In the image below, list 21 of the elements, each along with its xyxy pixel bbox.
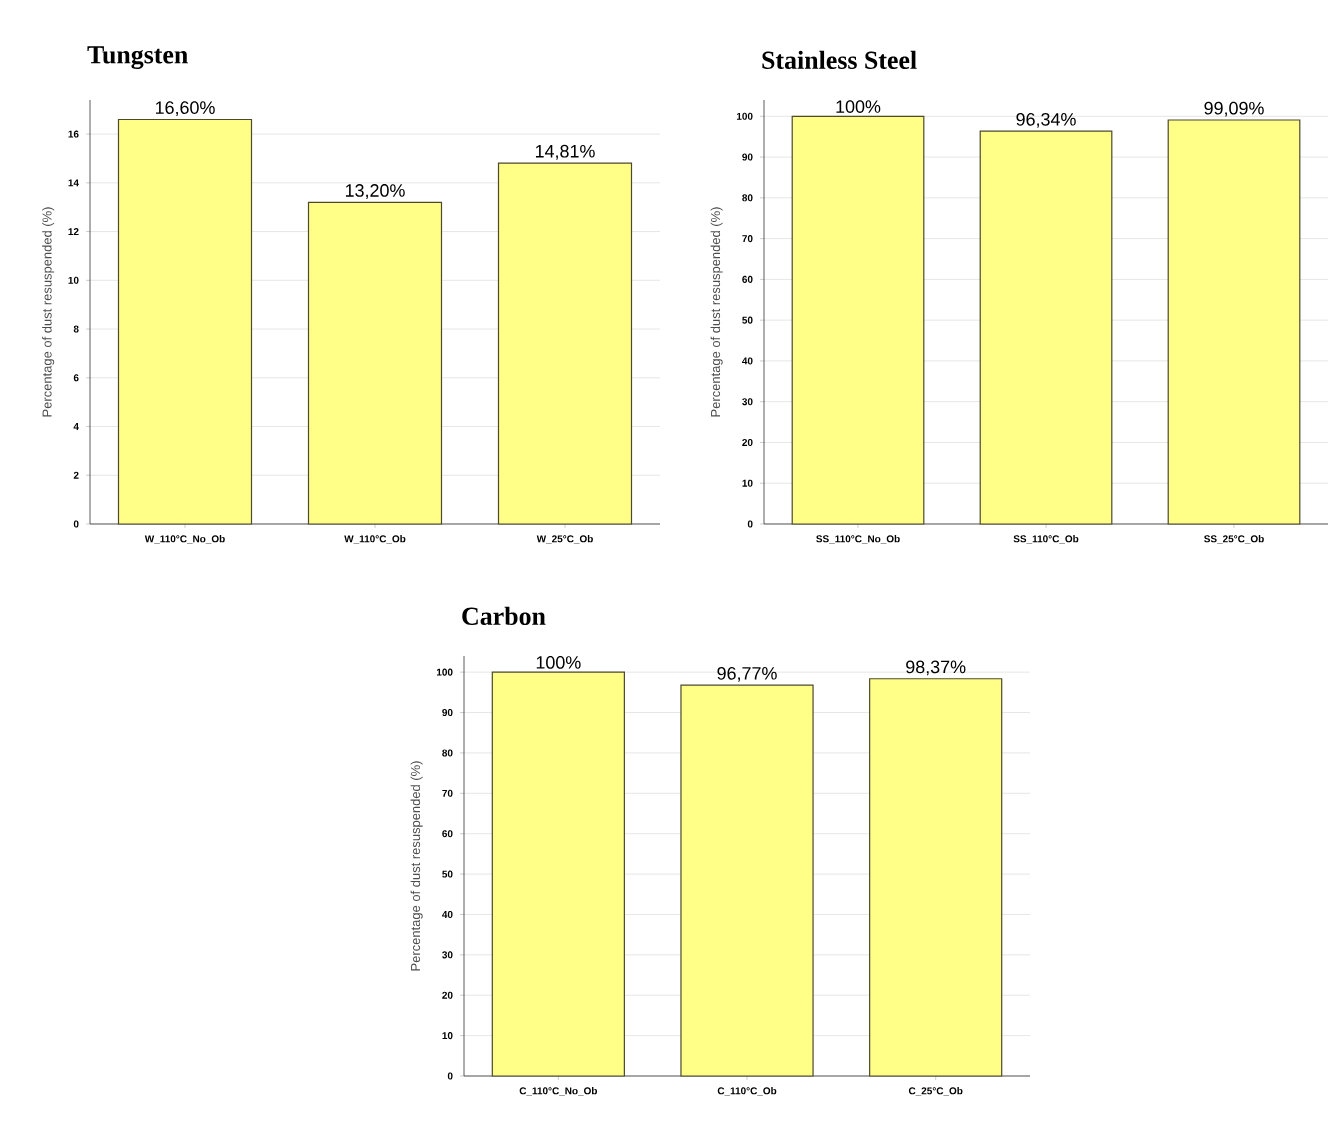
data-label: 99,09% (1204, 101, 1264, 117)
bar (1167, 119, 1301, 525)
data-label: 98,37% (906, 660, 966, 676)
bar (979, 130, 1113, 525)
chart-title: Carbon (462, 606, 546, 625)
bar (497, 162, 633, 525)
bar (791, 115, 925, 525)
chart-title: Stainless Steel (762, 50, 917, 69)
bar (680, 684, 814, 1077)
data-label: 96,77% (717, 666, 777, 682)
data-label: 14,81% (535, 144, 595, 160)
bar (307, 201, 443, 525)
bar (117, 118, 253, 525)
data-label: 16,60% (155, 101, 215, 117)
bar (491, 671, 625, 1077)
chart-title: Tungsten (87, 46, 188, 69)
data-label: 100% (836, 100, 881, 113)
data-label: 13,20% (345, 184, 405, 199)
data-label: 96,34% (1016, 112, 1076, 128)
data-label: 100% (536, 656, 581, 669)
bar (869, 678, 1003, 1077)
